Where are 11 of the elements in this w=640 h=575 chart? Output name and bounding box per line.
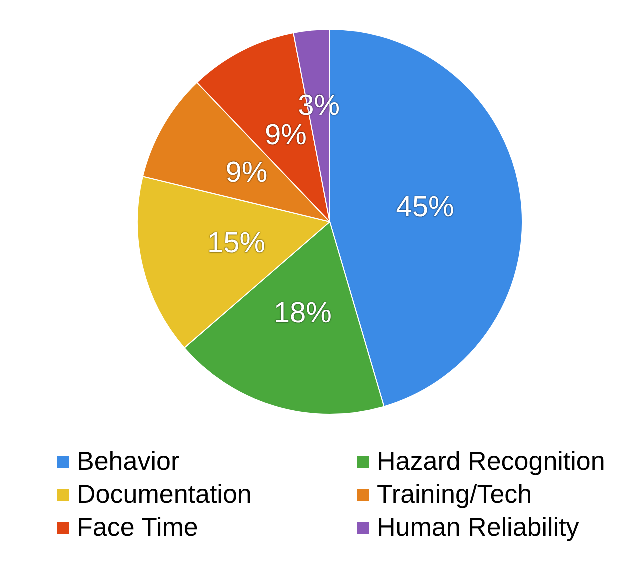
- legend-label: Documentation: [77, 479, 252, 510]
- data-label: 15%: [207, 228, 266, 260]
- legend-label: Hazard Recognition: [377, 446, 606, 476]
- data-label: 45%: [396, 191, 454, 224]
- data-label: 18%: [274, 297, 332, 330]
- legend-label: Training/Tech: [377, 479, 532, 510]
- data-label: 9%: [264, 119, 307, 152]
- legend-label: Human Reliability: [377, 512, 580, 542]
- legend-label: Behavior: [77, 446, 180, 476]
- legend-label: Face Time: [77, 512, 198, 542]
- data-label: 9%: [226, 156, 268, 189]
